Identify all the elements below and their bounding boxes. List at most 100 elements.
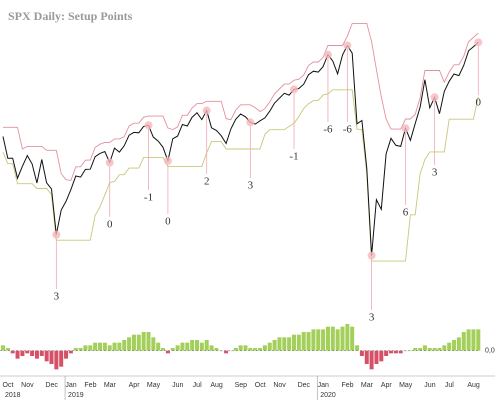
x-tick-label: Sep	[235, 382, 248, 389]
indicator-bar	[355, 345, 360, 351]
chart-title: SPX Daily: Setup Points	[8, 9, 133, 23]
indicator-bar	[117, 342, 122, 351]
indicator-bar	[476, 329, 481, 351]
annotation-label: 3	[54, 291, 60, 303]
indicator-bar	[102, 342, 107, 351]
x-tick-label: Aug	[467, 382, 480, 389]
indicator-bar	[287, 337, 292, 351]
indicator-bar	[1, 345, 5, 351]
indicator-bar	[262, 345, 267, 351]
indicator-bar	[321, 329, 326, 351]
indicator-bar	[466, 329, 471, 351]
setup-point	[290, 85, 298, 94]
indicator-bar	[141, 332, 146, 351]
indicator-bar	[432, 348, 437, 351]
indicator-bar	[243, 345, 248, 351]
indicator-bar	[238, 345, 243, 351]
indicator-bar	[185, 342, 190, 351]
indicator-bar	[350, 326, 355, 351]
x-tick-label: Aug	[210, 382, 223, 389]
indicator-bar	[311, 329, 316, 351]
setup-point	[367, 251, 376, 260]
band-line	[2, 89, 479, 262]
indicator-bar	[180, 342, 185, 351]
indicator-bar	[253, 348, 258, 351]
indicator-bar	[209, 345, 214, 351]
indicator-bar	[54, 350, 59, 370]
indicator-bar	[204, 340, 209, 351]
x-tick-label: Apr	[381, 382, 393, 389]
indicator-bar	[165, 350, 170, 354]
indicator-bar	[131, 334, 136, 351]
indicator-bar	[170, 348, 175, 351]
indicator-bar	[447, 342, 452, 351]
indicator-bar	[199, 342, 204, 351]
price-line	[2, 41, 479, 256]
x-tick-label: Jan	[65, 382, 76, 389]
indicator-bar	[456, 337, 461, 351]
annotation-label: 0	[107, 219, 113, 231]
indicator-bar	[437, 348, 442, 351]
setup-point	[401, 124, 410, 133]
indicator-bar	[146, 332, 151, 351]
indicator-bar	[393, 350, 398, 354]
indicator-bar	[25, 350, 30, 354]
year-label: 2019	[68, 392, 84, 399]
indicator-bar	[359, 350, 364, 356]
indicator-bar	[398, 350, 403, 354]
annotation-label: -6	[323, 124, 333, 136]
indicator-bar	[107, 345, 112, 351]
indicator-bar	[427, 348, 432, 351]
indicator-bar	[413, 348, 418, 351]
indicator-bar	[156, 342, 161, 351]
indicator-bar	[335, 329, 340, 351]
annotation-label: -6	[343, 124, 353, 136]
indicator-bar	[15, 350, 20, 359]
setup-point	[323, 50, 332, 59]
indicator-bar	[296, 334, 301, 351]
setup-point	[52, 230, 61, 239]
indicator-bar	[267, 342, 272, 351]
x-tick-label: Mar	[361, 382, 374, 389]
indicator-bar	[379, 350, 384, 362]
indicator-bar	[151, 337, 156, 351]
indicator-bar	[233, 348, 238, 351]
indicator-bar	[20, 350, 25, 356]
x-tick-label: Feb	[84, 382, 96, 389]
annotation-label: 3	[248, 180, 254, 192]
indicator-bar	[224, 350, 229, 354]
indicator-bar	[59, 350, 64, 367]
x-tick-label: May	[147, 382, 161, 389]
indicator-bar	[127, 337, 132, 351]
x-tick-label: Apr	[129, 382, 141, 389]
annotation-label: 3	[432, 167, 438, 179]
year-label: 2018	[5, 392, 21, 399]
setup-point	[163, 156, 172, 165]
indicator-bar	[93, 342, 98, 351]
annotation-label: 2	[204, 176, 210, 188]
indicator-bar	[122, 340, 127, 351]
indicator-bar	[248, 348, 253, 351]
indicator-bar	[461, 332, 466, 351]
indicator-bar	[30, 350, 35, 356]
x-tick-label: Dec	[298, 382, 311, 389]
indicator-bar	[34, 350, 39, 359]
indicator-bar	[272, 340, 277, 351]
indicator-bar	[214, 348, 219, 351]
indicator-bar	[345, 324, 350, 351]
indicator-bar	[418, 348, 423, 351]
indicator-bar	[277, 337, 282, 351]
x-tick-label: Jun	[172, 382, 183, 389]
x-tick-label: Mar	[104, 382, 117, 389]
setup-point	[144, 121, 153, 130]
setup-point	[343, 41, 352, 50]
x-tick-label: Nov	[21, 382, 34, 389]
indicator-bar	[471, 329, 476, 351]
indicator-bar	[39, 350, 44, 356]
setup-point	[105, 158, 114, 167]
indicator-bar	[330, 326, 335, 351]
indicator-bar	[10, 350, 15, 354]
indicator-bar	[68, 350, 73, 354]
indicator-bar	[195, 340, 199, 351]
